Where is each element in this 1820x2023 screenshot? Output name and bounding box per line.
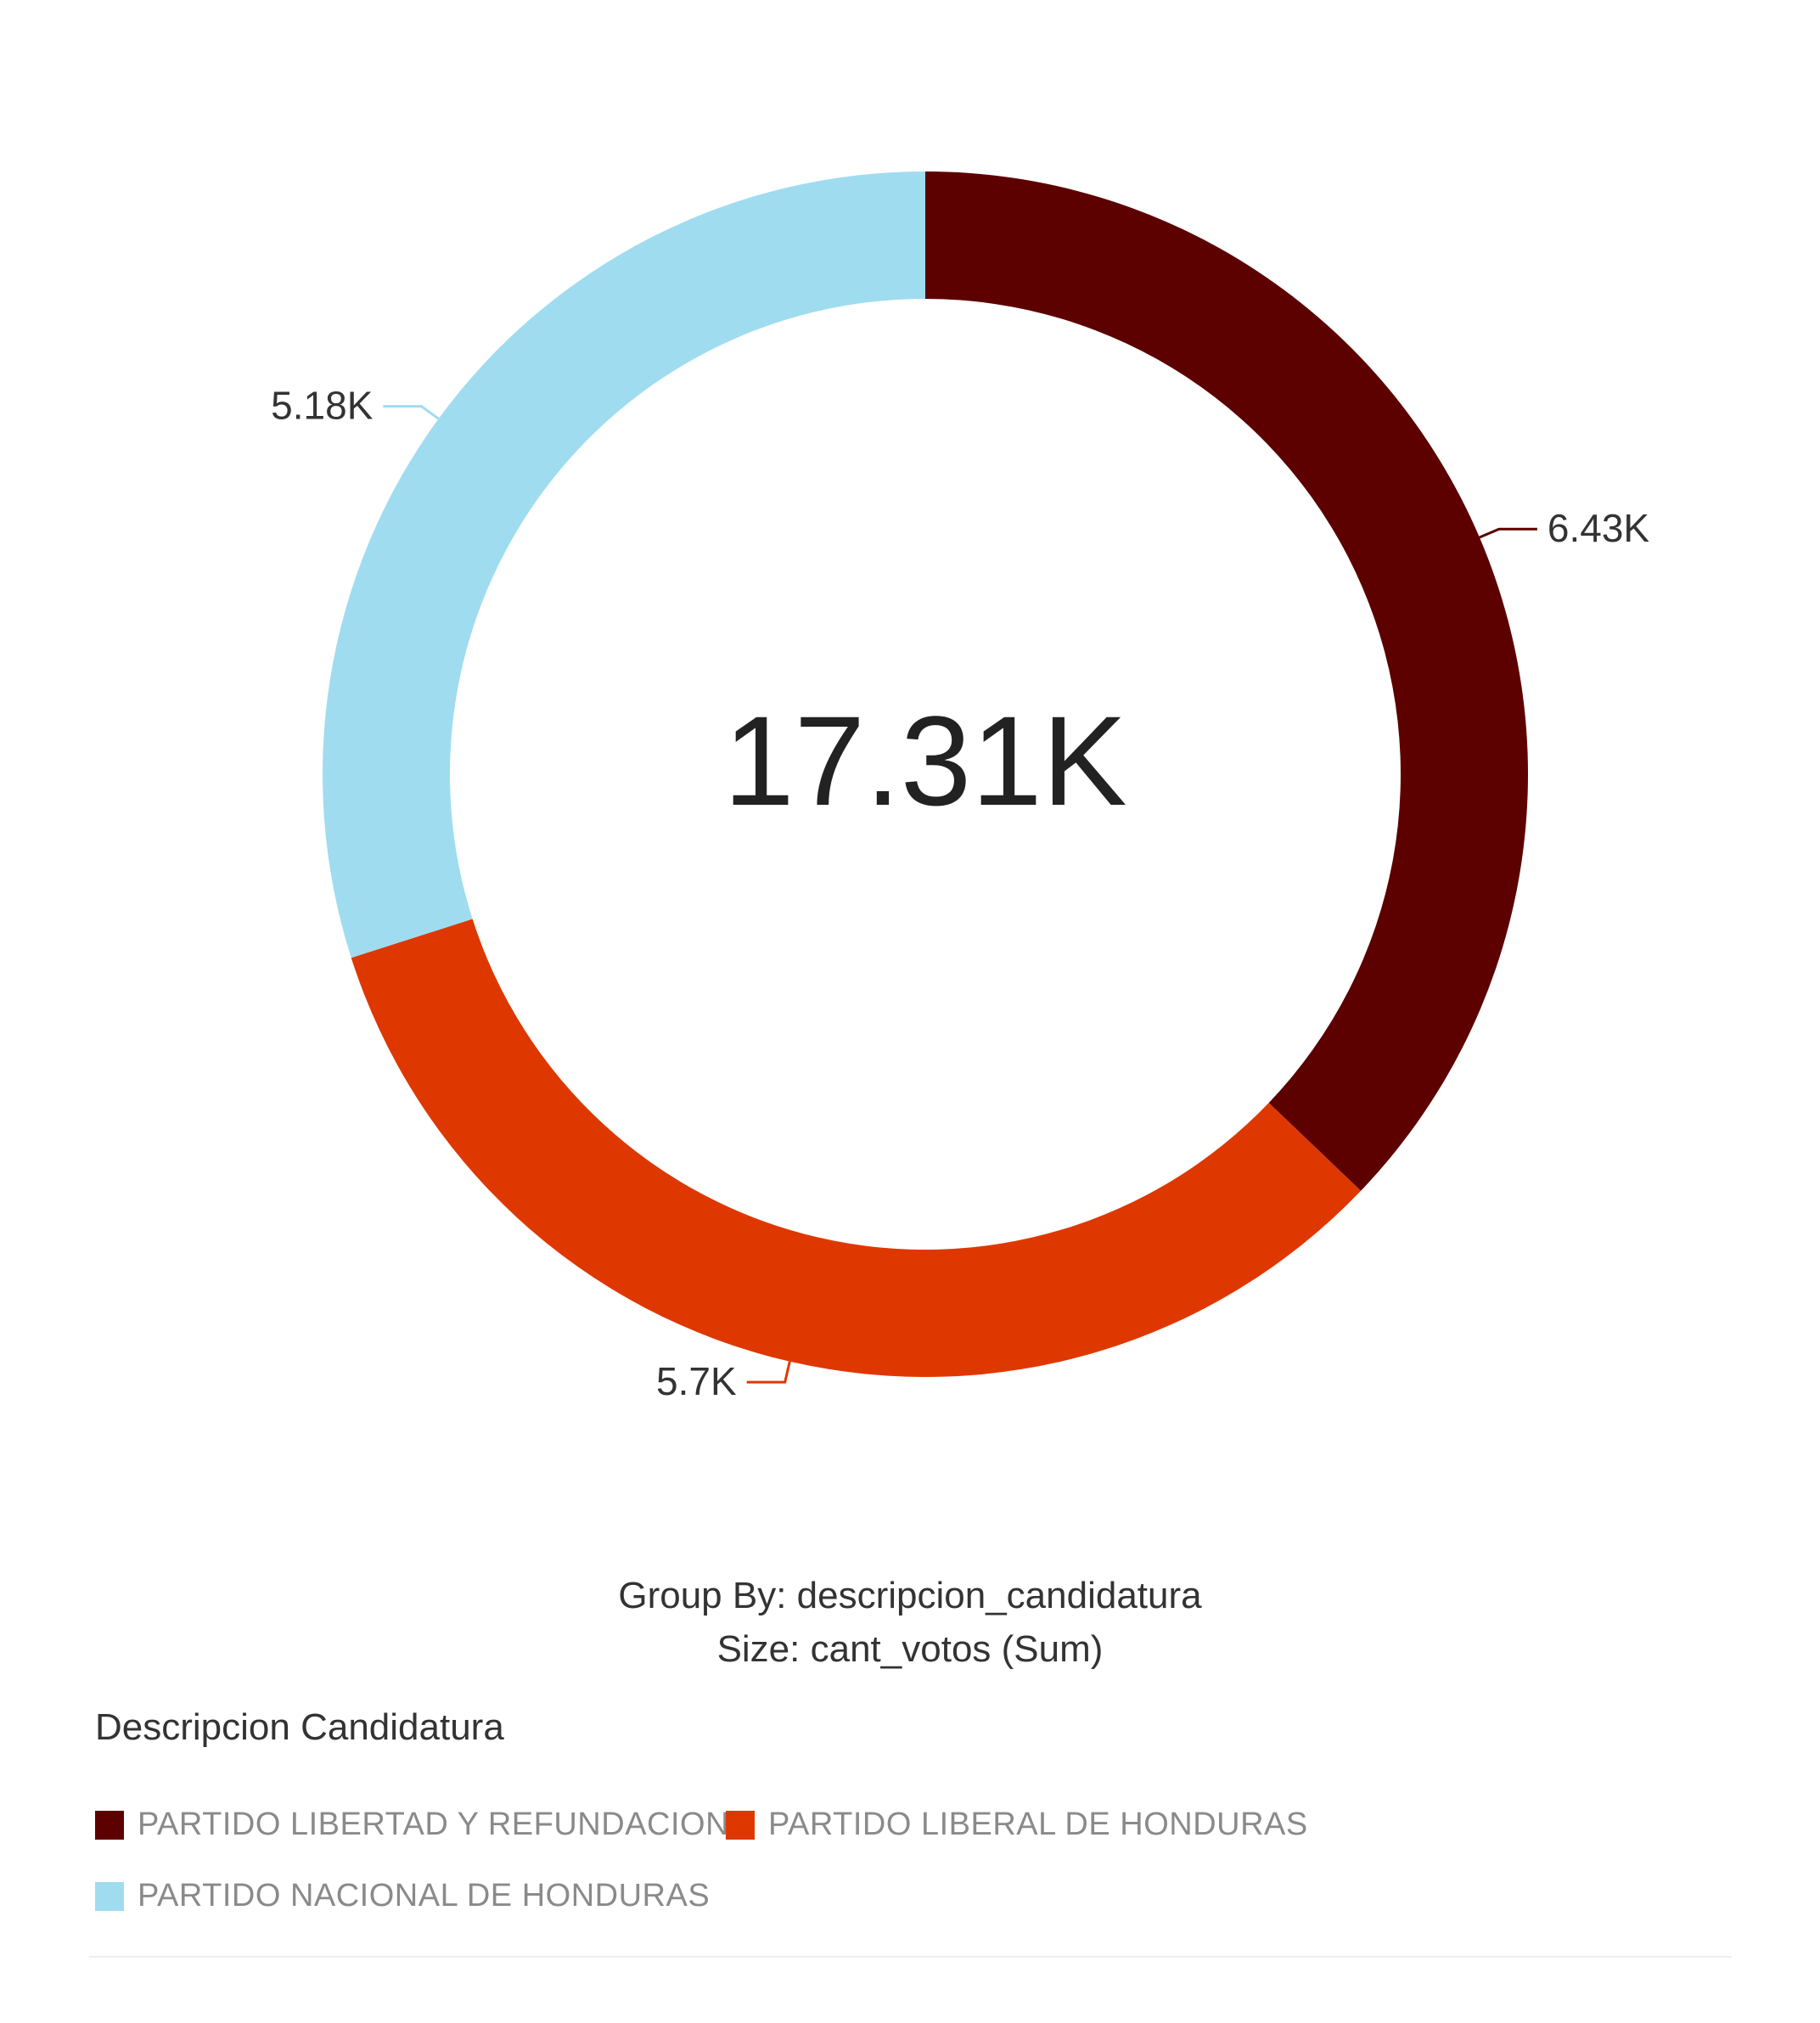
donut-slice-0[interactable] [925,171,1528,1191]
center-total-label: 17.31K [723,689,1126,832]
leader-line-2 [383,405,440,420]
slice-value-label-1: 5.7K [656,1359,737,1403]
divider [89,1956,1732,1958]
slice-value-label-0: 6.43K [1548,506,1650,550]
legend-swatch [726,1810,755,1840]
legend-item-nacional-de-honduras[interactable]: PARTIDO NACIONAL DE HONDURAS [95,1878,710,1914]
legend-swatch [95,1810,124,1840]
legend-label: PARTIDO NACIONAL DE HONDURAS [138,1878,711,1913]
slice-value-label-2: 5.18K [271,384,374,428]
leader-line-1 [746,1361,791,1384]
legend-item-liberal-de-honduras[interactable]: PARTIDO LIBERAL DE HONDURAS [726,1807,1308,1843]
legend-label: PARTIDO LIBERAL DE HONDURAS [768,1807,1308,1842]
donut-slice-2[interactable] [323,171,925,958]
donut-slice-1[interactable] [351,919,1362,1377]
leader-line-0 [1479,527,1537,539]
donut-chart: 6.43K 5.7K 5.18K 17.31K [271,171,1650,1403]
legend-swatch [95,1881,124,1911]
size-caption: Size: cant_votos (Sum) [716,1628,1104,1670]
group-by-caption: Group By: descripcion_candidatura [618,1575,1202,1616]
legend-item-libertad-y-refundacion[interactable]: PARTIDO LIBERTAD Y REFUNDACION [95,1807,729,1843]
legend-title: Descripcion Candidatura [95,1706,504,1748]
legend-label: PARTIDO LIBERTAD Y REFUNDACION [138,1807,730,1842]
